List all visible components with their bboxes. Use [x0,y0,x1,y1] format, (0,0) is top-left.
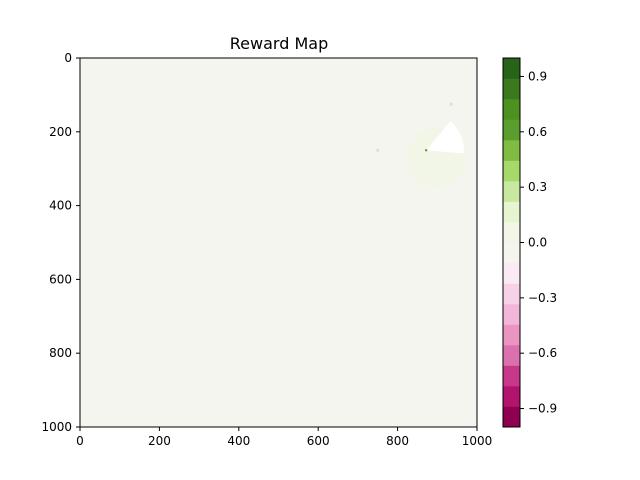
colorbar-level [503,58,520,79]
heatmap-features [376,102,466,188]
colorbar-tick-label: −0.3 [528,291,557,305]
x-axis: 0 200 400 600 800 1000 [76,427,492,448]
colorbar-level [503,324,520,346]
y-tick-label: 200 [49,125,72,139]
x-tick-label: 800 [386,434,409,448]
x-tick-label: 1000 [462,434,493,448]
reward-peak-point [425,149,428,152]
colorbar-tick-label: −0.9 [528,402,557,416]
chart-title: Reward Map [230,34,328,53]
colorbar-level [503,283,520,305]
colorbar-level [503,181,520,202]
reward-region-wedge [426,121,464,154]
colorbar-level [503,119,520,141]
colorbar-tick-label: 0.9 [528,69,547,83]
y-tick-label: 400 [49,199,72,213]
reward-speck [449,102,453,106]
colorbar: −0.9 −0.6 −0.3 0.0 0.3 0.6 0.9 [502,57,557,428]
colorbar-level [503,365,520,387]
y-tick-label: 0 [64,51,72,65]
colorbar-level [503,201,520,223]
x-tick-label: 200 [148,434,171,448]
colorbar-level [503,304,520,325]
plot-frame [79,57,478,428]
plot-area [79,57,478,428]
heatmap-background [80,58,477,427]
colorbar-tick-label: 0.6 [528,125,547,139]
y-tick-label: 800 [49,346,72,360]
colorbar-tick-label: 0.3 [528,180,547,194]
colorbar-level [503,242,520,264]
y-tick-label: 600 [49,272,72,286]
y-tick-label: 1000 [41,420,72,434]
y-axis: 0 200 400 600 800 1000 [41,51,80,434]
colorbar-tick-label: 0.0 [528,236,547,250]
colorbar-tick-label: −0.6 [528,346,557,360]
colorbar-level [503,140,520,161]
colorbar-level [503,99,520,120]
x-tick-label: 600 [307,434,330,448]
colorbar-level [503,222,520,243]
colorbar-level [503,386,520,407]
x-tick-label: 0 [76,434,84,448]
colorbar-level [503,263,520,284]
reward-speck [376,148,380,152]
colorbar-level [503,160,520,182]
colorbar-level [503,345,520,366]
x-tick-label: 400 [227,434,250,448]
colorbar-level [503,406,520,428]
colorbar-level [503,78,520,100]
